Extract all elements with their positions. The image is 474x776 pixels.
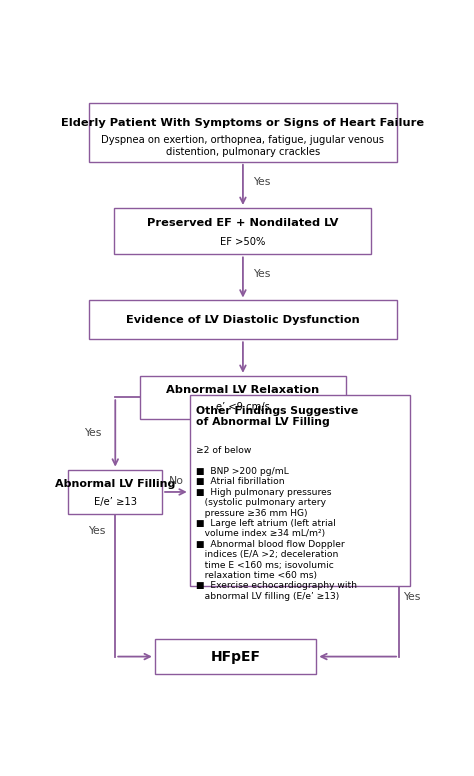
Text: Dyspnea on exertion, orthopnea, fatigue, jugular venous
distention, pulmonary cr: Dyspnea on exertion, orthopnea, fatigue,…: [101, 135, 384, 157]
Text: Yes: Yes: [253, 177, 270, 187]
Text: Other Findings Suggestive
of Abnormal LV Filling: Other Findings Suggestive of Abnormal LV…: [196, 406, 358, 428]
Text: Evidence of LV Diastolic Dysfunction: Evidence of LV Diastolic Dysfunction: [126, 315, 360, 325]
FancyBboxPatch shape: [155, 639, 316, 674]
FancyBboxPatch shape: [89, 300, 397, 339]
Text: Yes: Yes: [88, 526, 106, 536]
Text: Abnormal LV Relaxation: Abnormal LV Relaxation: [166, 385, 319, 395]
Text: Yes: Yes: [253, 269, 270, 279]
Text: Yes: Yes: [403, 592, 420, 602]
Text: E/e’ ≥13: E/e’ ≥13: [94, 497, 137, 508]
FancyBboxPatch shape: [190, 395, 410, 586]
FancyBboxPatch shape: [114, 208, 372, 255]
FancyBboxPatch shape: [68, 469, 162, 514]
Text: ≥2 of below

■  BNP >200 pg/mL
■  Atrial fibrillation
■  High pulmonary pressure: ≥2 of below ■ BNP >200 pg/mL ■ Atrial fi…: [196, 446, 357, 601]
FancyBboxPatch shape: [140, 376, 346, 419]
Text: No: No: [168, 476, 183, 487]
Text: EF >50%: EF >50%: [220, 237, 265, 247]
Text: Abnormal LV Filling: Abnormal LV Filling: [55, 480, 175, 490]
Text: e’ <9 cm/s: e’ <9 cm/s: [216, 402, 270, 412]
Text: Preserved EF + Nondilated LV: Preserved EF + Nondilated LV: [147, 218, 338, 228]
Text: HFpEF: HFpEF: [210, 650, 261, 663]
Text: Yes: Yes: [84, 428, 101, 438]
Text: Elderly Patient With Symptoms or Signs of Heart Failure: Elderly Patient With Symptoms or Signs o…: [61, 118, 425, 127]
FancyBboxPatch shape: [89, 103, 397, 162]
